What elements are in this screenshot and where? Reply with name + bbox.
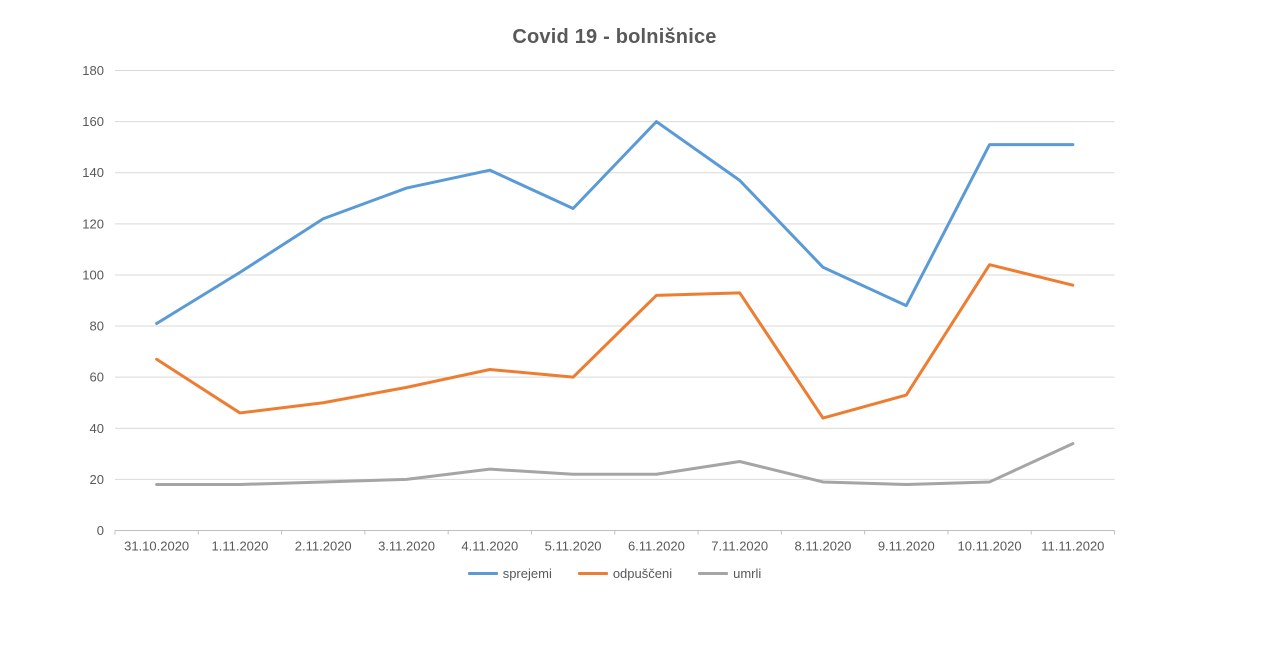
x-axis-label: 9.11.2020 [878, 539, 935, 554]
legend-label: odpuščeni [612, 566, 673, 581]
y-axis-label: 0 [97, 523, 104, 538]
series-line-odpuščeni [155, 263, 1075, 420]
legend-item-sprejemi: sprejemi [467, 566, 552, 581]
legend-label: sprejemi [502, 566, 552, 581]
chart-legend: sprejemi odpuščeni umrli [115, 566, 1114, 581]
x-axis-label: 6.11.2020 [628, 539, 685, 554]
x-axis-label: 31.10.2020 [124, 539, 189, 554]
y-axis-label: 100 [82, 267, 104, 282]
y-axis-label: 40 [90, 421, 104, 436]
y-axis-label: 140 [82, 165, 104, 180]
y-axis-label: 180 [82, 63, 104, 78]
y-axis-label: 160 [82, 114, 104, 129]
legend-line-icon [577, 572, 608, 575]
x-axis-label: 2.11.2020 [295, 539, 352, 554]
y-axis-label: 20 [90, 472, 104, 487]
y-axis-label: 60 [90, 370, 104, 385]
legend-item-umrli: umrli [698, 566, 761, 581]
y-axis-label: 80 [90, 319, 104, 334]
x-axis-label: 5.11.2020 [545, 539, 602, 554]
x-axis-label: 1.11.2020 [212, 539, 269, 554]
legend-line-icon [698, 572, 729, 575]
legend-item-odpuščeni: odpuščeni [577, 566, 673, 581]
chart-title: Covid 19 - bolnišnice [512, 26, 717, 48]
x-axis-label: 4.11.2020 [461, 539, 518, 554]
x-axis-label: 10.11.2020 [958, 539, 1022, 554]
legend-line-icon [467, 572, 498, 575]
legend-label: umrli [733, 566, 762, 581]
x-axis-label: 7.11.2020 [711, 539, 768, 554]
x-axis-label: 8.11.2020 [795, 539, 852, 554]
y-axis-label: 120 [82, 216, 104, 231]
x-axis-label: 3.11.2020 [378, 539, 435, 554]
x-axis-label: 11.11.2020 [1041, 539, 1104, 554]
series-line-sprejemi [155, 120, 1075, 325]
series-line-umrli [155, 442, 1075, 486]
